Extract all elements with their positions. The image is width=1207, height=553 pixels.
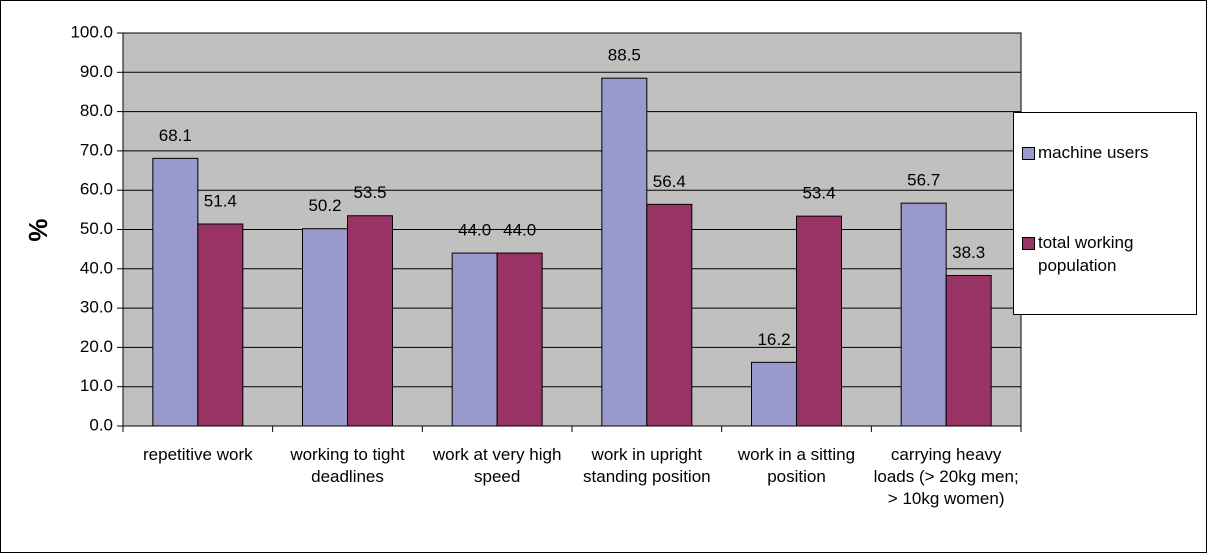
data-label: 38.3	[952, 243, 985, 262]
y-tick-label: 10.0	[80, 376, 113, 395]
data-label: 50.2	[308, 196, 341, 215]
bar	[751, 361, 797, 427]
data-label: 44.0	[458, 221, 491, 240]
y-tick-label: 40.0	[80, 258, 113, 277]
data-label: 68.1	[159, 126, 192, 145]
bar	[796, 215, 842, 427]
bar	[197, 223, 244, 427]
y-tick-label: 60.0	[80, 180, 113, 199]
y-tick-label: 30.0	[80, 298, 113, 317]
x-tick-label: work in upright standing position	[583, 445, 711, 486]
data-label: 88.5	[608, 46, 641, 65]
y-tick-label: 80.0	[80, 101, 113, 120]
x-tick-label: work in a sitting position	[737, 445, 856, 486]
legend-swatch	[1022, 237, 1035, 250]
bar	[945, 274, 992, 427]
bar	[451, 252, 498, 427]
y-tick-label: 100.0	[70, 22, 113, 41]
bar	[347, 215, 393, 427]
data-label: 53.5	[353, 183, 386, 202]
bar	[646, 203, 693, 427]
data-label: 44.0	[503, 221, 536, 240]
x-tick-label: working to tight deadlines	[290, 445, 405, 486]
y-axis-label: %	[23, 218, 53, 241]
data-label: 56.4	[653, 172, 686, 191]
legend-entry: total working population	[1022, 231, 1192, 277]
legend-label: machine users	[1038, 143, 1149, 162]
data-label: 56.7	[907, 171, 940, 190]
bar	[900, 202, 947, 427]
bar	[496, 252, 543, 427]
legend-entry: machine users	[1022, 141, 1192, 164]
legend: machine users total working population	[1013, 112, 1197, 315]
data-label: 16.2	[757, 330, 790, 349]
x-tick-label: repetitive work	[143, 445, 253, 464]
y-tick-label: 70.0	[80, 140, 113, 159]
legend-swatch	[1022, 147, 1035, 160]
y-tick-label: 50.0	[80, 219, 113, 238]
y-tick-label: 20.0	[80, 337, 113, 356]
y-tick-label: 90.0	[80, 62, 113, 81]
bar	[302, 228, 348, 427]
legend-label: total working population	[1038, 233, 1134, 275]
x-tick-label: carrying heavy loads (> 20kg men; > 10kg…	[873, 445, 1019, 508]
x-tick-label: work at very high speed	[432, 445, 562, 486]
bar	[152, 157, 199, 427]
data-label: 53.4	[802, 184, 835, 203]
y-tick-label: 0.0	[89, 415, 113, 434]
bar	[601, 77, 648, 427]
data-label: 51.4	[204, 191, 237, 210]
